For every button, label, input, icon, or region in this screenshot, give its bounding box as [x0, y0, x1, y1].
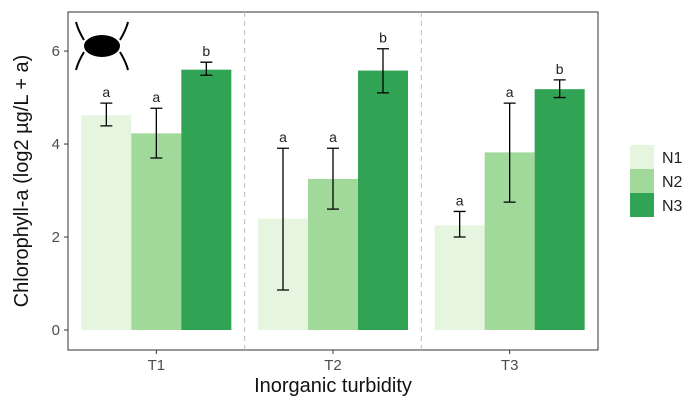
x-tick-label: T2 — [324, 357, 342, 374]
bar — [181, 69, 232, 331]
y-tick-label: 4 — [52, 136, 60, 153]
x-tick-label: T3 — [501, 357, 519, 374]
legend-key — [630, 193, 654, 217]
y-tick-label: 2 — [52, 229, 60, 246]
error-bar — [453, 210, 466, 238]
error-bar — [327, 147, 339, 210]
bar — [131, 133, 182, 331]
x-tick-label: T1 — [148, 357, 166, 374]
error-bar — [553, 79, 566, 99]
significance-letter: a — [329, 129, 337, 145]
bar — [434, 225, 485, 331]
error-bar — [503, 102, 516, 203]
significance-letter: a — [506, 84, 514, 100]
legend-label: N1 — [662, 150, 683, 167]
significance-letter: a — [456, 192, 464, 208]
error-bar — [150, 107, 163, 159]
y-tick-label: 0 — [52, 322, 60, 339]
legend-label: N3 — [662, 198, 683, 215]
error-bar — [200, 61, 213, 76]
legend-key — [630, 145, 654, 169]
error-bar — [377, 48, 389, 94]
bar — [358, 70, 408, 331]
icon — [75, 21, 129, 71]
significance-letter: a — [152, 89, 160, 105]
error-bar — [100, 102, 113, 127]
bar — [81, 115, 132, 331]
y-tick-label: 6 — [52, 43, 60, 60]
significance-letter: a — [102, 84, 110, 100]
significance-letter: b — [202, 43, 210, 59]
significance-letter: b — [379, 30, 387, 46]
error-bar — [277, 147, 289, 291]
significance-letter: b — [556, 61, 564, 77]
y-axis-title: Chlorophyll-a (log2 µg/L + a) — [11, 55, 33, 308]
legend-key — [630, 169, 654, 193]
x-axis-title: Inorganic turbidity — [254, 375, 412, 397]
bar — [534, 89, 585, 331]
legend-label: N2 — [662, 174, 683, 191]
significance-letter: a — [279, 129, 287, 145]
